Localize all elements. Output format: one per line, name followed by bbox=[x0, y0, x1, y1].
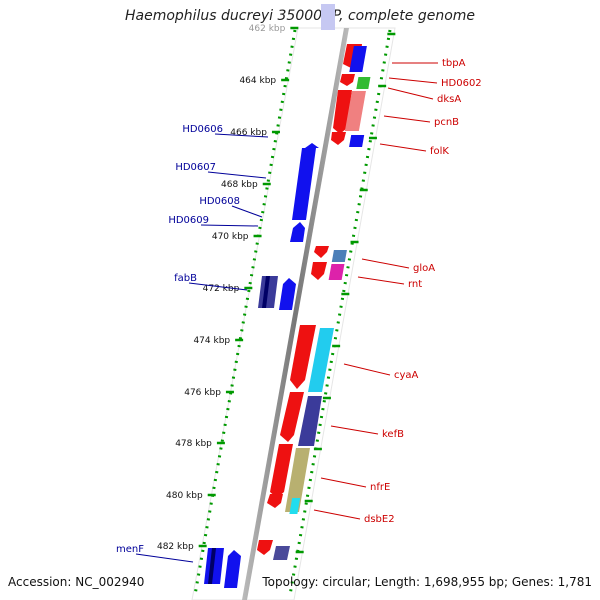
gene-hd0606 bbox=[292, 143, 319, 220]
gene-label-right: HD0602 bbox=[441, 78, 482, 89]
gene-bottom-purple bbox=[273, 546, 290, 560]
gene-menF-3 bbox=[224, 550, 241, 588]
leader-line-right bbox=[379, 143, 427, 152]
leader-line-left bbox=[200, 224, 259, 227]
tick-label: 480 kbp bbox=[166, 491, 203, 501]
gene-label-right: kefB bbox=[382, 429, 404, 440]
gene-rnt-b bbox=[328, 264, 345, 280]
map-title: Haemophilus ducreyi 35000HP, complete ge… bbox=[124, 8, 476, 24]
tick-label: 462 kbp bbox=[249, 24, 286, 34]
gene-label-right: folK bbox=[430, 146, 449, 157]
gene-label-right: dsbE2 bbox=[364, 514, 395, 525]
leader-line-left bbox=[214, 133, 269, 138]
gene-pcnB bbox=[344, 91, 366, 131]
forward-genes bbox=[204, 143, 319, 588]
gene-nfrE bbox=[270, 444, 293, 498]
gene-fabB-3 bbox=[279, 278, 296, 310]
gene-cyaA-b bbox=[308, 328, 334, 392]
genome-backbone bbox=[242, 28, 349, 600]
gene-bottom-red bbox=[257, 540, 273, 555]
gene-gloA-b bbox=[331, 250, 347, 262]
leader-line-left bbox=[207, 171, 267, 179]
gene-label-left: HD0609 bbox=[168, 215, 209, 226]
gene-hd0607 bbox=[290, 222, 305, 242]
leader-line-right bbox=[330, 425, 379, 435]
gene-fabB-2 bbox=[262, 276, 270, 308]
gene-hd0602 bbox=[340, 74, 355, 86]
gene-label-right: tbpA bbox=[442, 58, 466, 69]
leader-line-right bbox=[388, 77, 438, 84]
tick-label: 476 kbp bbox=[184, 388, 221, 398]
gene-label-right: rnt bbox=[408, 279, 422, 290]
tick-label: 474 kbp bbox=[193, 336, 230, 346]
gene-kefB-b bbox=[298, 396, 322, 446]
leader-line-left bbox=[231, 205, 263, 218]
leader-line-right bbox=[357, 276, 405, 285]
gene-dsbE2-b bbox=[289, 498, 301, 514]
tick-label: 464 kbp bbox=[239, 76, 276, 86]
gene-folK-b bbox=[349, 135, 365, 147]
leader-line-right bbox=[361, 258, 410, 269]
tick-layer: 462 kbp 464 kbp 466 kbp 468 kbp 470 kbp 472 k… bbox=[157, 24, 396, 554]
leader-line-right bbox=[313, 509, 361, 520]
gene-label-right: pcnB bbox=[434, 117, 459, 128]
gene-label-right: gloA bbox=[413, 263, 435, 274]
gene-nfrE-b bbox=[285, 448, 310, 512]
gene-label-left: menF bbox=[116, 544, 144, 555]
gene-label-right: nfrE bbox=[370, 482, 390, 493]
gene-tbpA-b bbox=[349, 46, 367, 72]
gene-label-left: HD0608 bbox=[199, 196, 240, 207]
gene-kefB bbox=[280, 392, 304, 442]
leader-line-right bbox=[320, 477, 367, 488]
reverse-genes bbox=[257, 44, 371, 560]
accession-text: Accession: NC_002940 bbox=[8, 575, 145, 589]
genome-stats: Topology: circular; Length: 1,698,955 bp… bbox=[262, 575, 592, 589]
tick-label: 482 kbp bbox=[157, 542, 194, 552]
leader-line-left bbox=[188, 282, 248, 291]
gene-label-left: HD0606 bbox=[182, 124, 223, 135]
tick-label: 468 kbp bbox=[221, 180, 258, 190]
tick-label: 478 kbp bbox=[175, 439, 212, 449]
leader-line-right bbox=[383, 115, 431, 123]
gene-folK bbox=[331, 132, 346, 145]
label-layer: HD0606 HD0607 HD0608 HD0609 fabB menF tbpA HD06… bbox=[116, 58, 482, 563]
gene-rnt bbox=[311, 262, 327, 280]
gene-dsbE2 bbox=[267, 494, 283, 508]
gene-label-right: cyaA bbox=[394, 370, 419, 381]
tick-label: 466 kbp bbox=[230, 128, 267, 138]
gene-hd0602-b bbox=[356, 77, 371, 89]
gene-label-right: dksA bbox=[437, 94, 461, 105]
tick-label: 470 kbp bbox=[212, 232, 249, 242]
gene-label-left: fabB bbox=[174, 273, 197, 284]
tick-label: 472 kbp bbox=[203, 284, 240, 294]
gene-menF-2 bbox=[208, 548, 216, 584]
leader-line-right bbox=[387, 87, 434, 100]
leader-line-right bbox=[343, 363, 391, 376]
gene-faded-top bbox=[321, 4, 335, 30]
leader-line-left bbox=[135, 553, 194, 563]
gene-label-left: HD0607 bbox=[175, 162, 216, 173]
gene-cyaA bbox=[290, 325, 316, 389]
gene-gloA bbox=[314, 246, 329, 258]
